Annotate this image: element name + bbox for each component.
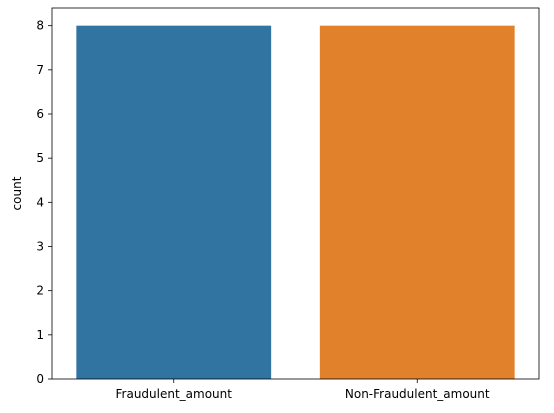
y-tick-label: 7	[36, 63, 44, 77]
y-tick-label: 4	[36, 195, 44, 209]
y-tick-label: 3	[36, 240, 44, 254]
y-tick-label: 6	[36, 107, 44, 121]
y-tick-label: 0	[36, 372, 44, 386]
x-axis: Fraudulent_amount Non-Fraudulent_amount	[116, 379, 490, 401]
axes-frame	[51, 7, 540, 380]
bar-non-fraudulent-amount	[319, 25, 515, 380]
bars	[76, 25, 515, 380]
bar-fraudulent-amount	[76, 25, 272, 380]
x-tick-label: Non-Fraudulent_amount	[345, 387, 490, 401]
y-tick-label: 1	[36, 328, 44, 342]
y-tick-label: 8	[36, 19, 44, 33]
y-axis: 0 1 2 3 4 5 6 7 8	[36, 19, 52, 386]
y-tick-label: 2	[36, 284, 44, 298]
y-tick-label: 5	[36, 151, 44, 165]
plot-area: 0 1 2 3 4 5 6 7 8 Fraudulent_amount Non-Fraudulen…	[36, 7, 540, 401]
x-tick-label: Fraudulent_amount	[116, 387, 233, 401]
y-axis-label: count	[10, 176, 24, 210]
